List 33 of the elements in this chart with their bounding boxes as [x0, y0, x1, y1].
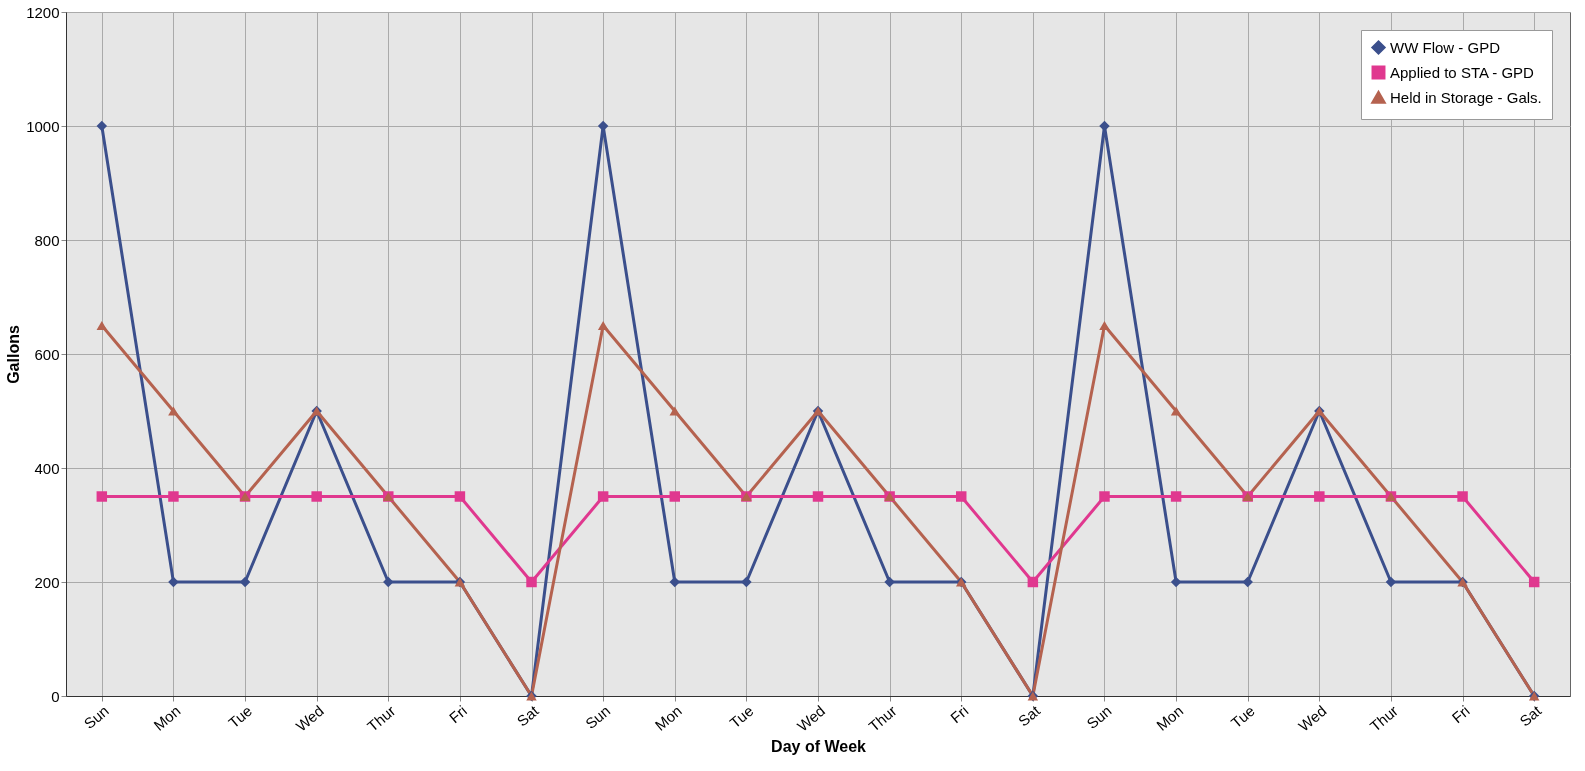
x-tick-label: Thur — [363, 701, 399, 735]
x-tick-label: Sat — [513, 701, 543, 730]
x-tick-label: Tue — [726, 701, 757, 732]
x-tick-label: Wed — [793, 701, 829, 735]
x-tick-label: Sun — [1083, 701, 1115, 733]
x-tick-label: Wed — [1295, 701, 1330, 735]
x-axis-title: Day of Week — [771, 737, 867, 755]
x-tick-label: Tue — [224, 701, 256, 732]
legend-label: WW Flow - GPD — [1390, 38, 1501, 56]
y-tick-label: 200 — [34, 573, 60, 591]
x-tick-label: Mon — [150, 701, 184, 734]
x-tick-label: Wed — [292, 701, 327, 735]
x-tick-label: Sun — [581, 701, 614, 733]
legend-label: Held in Storage - Gals. — [1390, 88, 1542, 106]
x-tick-label: Sat — [1516, 701, 1545, 730]
x-tick-label: Tue — [1227, 701, 1258, 732]
legend-label: Applied to STA - GPD — [1390, 63, 1535, 81]
y-tick-label: 0 — [51, 687, 60, 705]
y-tick-label: 800 — [34, 231, 60, 249]
y-tick-label: 600 — [34, 345, 60, 363]
y-axis-title: Gallons — [5, 325, 23, 384]
x-tick-label: Fri — [1448, 701, 1473, 727]
x-tick-label: Sun — [80, 701, 112, 733]
x-tick-label: Mon — [651, 701, 685, 734]
y-tick-label: 400 — [34, 459, 60, 477]
x-tick-label: Fri — [947, 701, 972, 727]
x-tick-label: Thur — [865, 701, 900, 735]
x-tick-label: Fri — [445, 701, 471, 727]
x-tick-label: Sat — [1014, 701, 1044, 730]
y-tick-label: 1000 — [26, 117, 60, 135]
x-tick-label: Thur — [1366, 701, 1402, 735]
y-tick-label: 1200 — [26, 3, 60, 21]
x-tick-label: Mon — [1152, 701, 1187, 734]
